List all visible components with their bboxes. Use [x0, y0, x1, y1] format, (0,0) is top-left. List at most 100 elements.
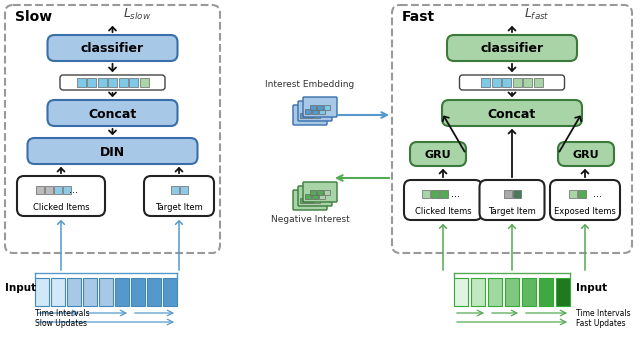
Text: Concat: Concat	[88, 108, 136, 120]
FancyBboxPatch shape	[447, 35, 577, 61]
Bar	[300, 198, 306, 203]
Bar	[317, 104, 323, 110]
Bar	[51, 278, 65, 306]
Text: GRU: GRU	[573, 150, 599, 160]
Bar	[524, 78, 532, 87]
Bar	[568, 190, 577, 198]
Text: ...: ...	[69, 185, 78, 195]
Text: classifier: classifier	[81, 42, 144, 55]
Bar	[471, 278, 485, 306]
FancyBboxPatch shape	[442, 100, 582, 126]
Bar	[492, 78, 500, 87]
Bar	[35, 278, 49, 306]
Bar	[129, 78, 138, 87]
Text: $L_{fast}$: $L_{fast}$	[524, 7, 550, 22]
Bar	[300, 112, 306, 118]
Text: GRU: GRU	[425, 150, 451, 160]
Bar	[307, 198, 313, 203]
Text: Target Item: Target Item	[488, 207, 536, 216]
Text: ...: ...	[593, 189, 602, 199]
Bar	[314, 198, 320, 203]
Bar	[305, 109, 311, 113]
Bar	[539, 278, 553, 306]
FancyBboxPatch shape	[303, 97, 337, 117]
FancyBboxPatch shape	[17, 176, 105, 216]
Bar	[77, 78, 86, 87]
FancyBboxPatch shape	[550, 180, 620, 220]
Bar	[556, 278, 570, 306]
Text: ...: ...	[451, 189, 460, 199]
Bar	[522, 278, 536, 306]
Bar	[163, 278, 177, 306]
Text: Slow Updates: Slow Updates	[35, 318, 87, 327]
Text: Time Intervals: Time Intervals	[576, 309, 630, 318]
Text: Time Intervals: Time Intervals	[35, 309, 90, 318]
Bar	[97, 78, 106, 87]
FancyBboxPatch shape	[293, 105, 327, 125]
Bar	[305, 193, 311, 198]
Bar	[324, 190, 330, 195]
Bar	[505, 278, 519, 306]
Text: Negative Interest: Negative Interest	[271, 215, 349, 224]
Bar	[440, 190, 448, 198]
Text: Slow: Slow	[15, 10, 52, 24]
Bar	[312, 193, 318, 198]
Bar	[131, 278, 145, 306]
Text: Interest Embedding: Interest Embedding	[266, 80, 355, 89]
Bar	[317, 190, 323, 195]
FancyBboxPatch shape	[479, 180, 545, 220]
Bar	[310, 190, 316, 195]
Bar	[83, 278, 97, 306]
Bar	[502, 78, 511, 87]
FancyBboxPatch shape	[144, 176, 214, 216]
Bar	[35, 186, 44, 194]
Text: Concat: Concat	[488, 108, 536, 120]
Bar	[314, 112, 320, 118]
Text: Target Item: Target Item	[155, 204, 203, 213]
Bar	[115, 278, 129, 306]
FancyBboxPatch shape	[298, 186, 332, 206]
FancyBboxPatch shape	[28, 138, 198, 164]
Bar	[63, 186, 70, 194]
FancyBboxPatch shape	[460, 75, 564, 90]
Bar	[67, 278, 81, 306]
FancyBboxPatch shape	[298, 101, 332, 121]
FancyBboxPatch shape	[293, 190, 327, 210]
Bar	[454, 278, 468, 306]
Bar	[87, 78, 96, 87]
Bar	[310, 104, 316, 110]
Bar	[54, 186, 61, 194]
Bar	[513, 78, 522, 87]
Bar	[504, 190, 511, 198]
FancyBboxPatch shape	[47, 100, 177, 126]
Bar	[431, 190, 439, 198]
Text: DIN: DIN	[100, 145, 125, 158]
Text: classifier: classifier	[481, 42, 543, 55]
Bar	[108, 78, 117, 87]
Bar	[319, 109, 325, 113]
Text: Fast: Fast	[402, 10, 435, 24]
Text: Input: Input	[5, 283, 36, 293]
Bar	[488, 278, 502, 306]
Bar	[99, 278, 113, 306]
Bar	[118, 78, 127, 87]
FancyBboxPatch shape	[404, 180, 482, 220]
Bar	[312, 109, 318, 113]
Bar	[481, 78, 490, 87]
Text: Clicked Items: Clicked Items	[33, 204, 90, 213]
Text: Input: Input	[576, 283, 607, 293]
Bar	[422, 190, 430, 198]
FancyBboxPatch shape	[410, 142, 466, 166]
Bar	[140, 78, 148, 87]
Text: Fast Updates: Fast Updates	[576, 318, 626, 327]
Text: Exposed Items: Exposed Items	[554, 207, 616, 216]
Bar	[319, 193, 325, 198]
Bar	[513, 190, 520, 198]
Bar	[324, 104, 330, 110]
Bar	[179, 186, 188, 194]
Text: Clicked Items: Clicked Items	[415, 207, 471, 216]
Bar	[45, 186, 52, 194]
FancyBboxPatch shape	[303, 182, 337, 202]
Bar	[534, 78, 543, 87]
FancyBboxPatch shape	[558, 142, 614, 166]
